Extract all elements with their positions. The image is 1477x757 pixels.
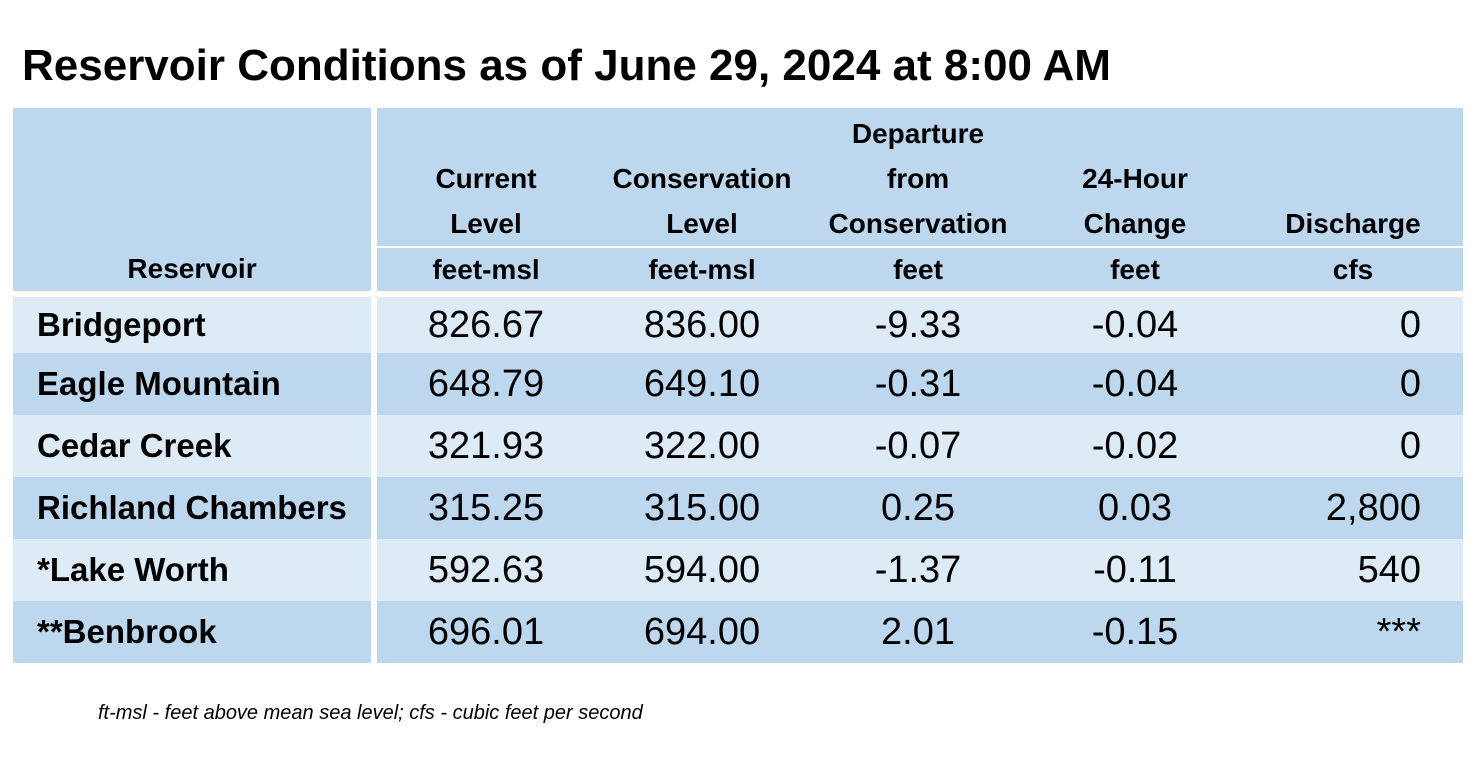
header-discharge: Discharge (1243, 108, 1463, 246)
row-name: **Benbrook (13, 601, 377, 663)
row-current: 648.79 (377, 353, 595, 415)
row-conservation: 649.10 (595, 353, 809, 415)
row-discharge: *** (1243, 601, 1463, 663)
unit-conservation-level: feet-msl (595, 246, 809, 291)
row-discharge: 2,800 (1243, 477, 1463, 539)
footnote: ft-msl - feet above mean sea level; cfs … (98, 702, 643, 724)
row-name: *Lake Worth (13, 539, 377, 601)
header-24h-change: 24-Hour Change (1027, 108, 1243, 246)
row-current: 315.25 (377, 477, 595, 539)
row-conservation: 315.00 (595, 477, 809, 539)
row-departure: 2.01 (809, 601, 1027, 663)
row-change: -0.11 (1027, 539, 1243, 601)
row-change: -0.04 (1027, 291, 1243, 353)
header-reservoir-label: Reservoir (13, 246, 377, 291)
row-departure: -0.31 (809, 353, 1027, 415)
row-change: -0.15 (1027, 601, 1243, 663)
header-departure: Departure from Conservation (809, 108, 1027, 246)
row-current: 321.93 (377, 415, 595, 477)
header-conservation-level: Conservation Level (595, 108, 809, 246)
row-change: 0.03 (1027, 477, 1243, 539)
row-departure: -0.07 (809, 415, 1027, 477)
row-conservation: 836.00 (595, 291, 809, 353)
header-reservoir (13, 108, 377, 246)
page-title: Reservoir Conditions as of June 29, 2024… (22, 41, 1111, 90)
row-conservation: 694.00 (595, 601, 809, 663)
row-departure: 0.25 (809, 477, 1027, 539)
row-discharge: 0 (1243, 353, 1463, 415)
unit-current-level: feet-msl (377, 246, 595, 291)
row-current: 826.67 (377, 291, 595, 353)
row-name: Cedar Creek (13, 415, 377, 477)
row-discharge: 0 (1243, 291, 1463, 353)
row-current: 696.01 (377, 601, 595, 663)
reservoir-table: Current Level Conservation Level Departu… (13, 108, 1463, 663)
row-name: Richland Chambers (13, 477, 377, 539)
header-current-level: Current Level (377, 108, 595, 246)
row-change: -0.04 (1027, 353, 1243, 415)
row-discharge: 540 (1243, 539, 1463, 601)
row-name: Eagle Mountain (13, 353, 377, 415)
row-conservation: 322.00 (595, 415, 809, 477)
row-conservation: 594.00 (595, 539, 809, 601)
unit-departure: feet (809, 246, 1027, 291)
unit-24h-change: feet (1027, 246, 1243, 291)
row-departure: -1.37 (809, 539, 1027, 601)
row-name: Bridgeport (13, 291, 377, 353)
row-discharge: 0 (1243, 415, 1463, 477)
row-departure: -9.33 (809, 291, 1027, 353)
unit-discharge: cfs (1243, 246, 1463, 291)
row-change: -0.02 (1027, 415, 1243, 477)
row-current: 592.63 (377, 539, 595, 601)
